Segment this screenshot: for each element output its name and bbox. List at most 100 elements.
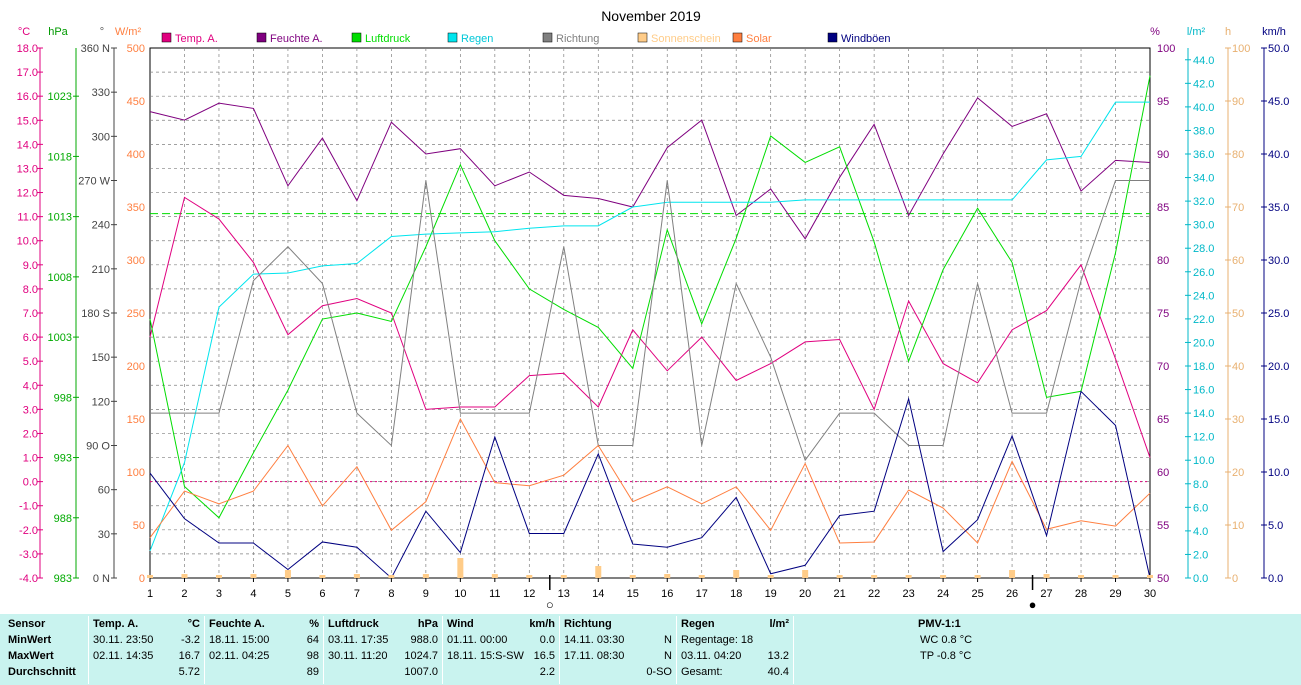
sunshine-bar-day-27 bbox=[1043, 574, 1050, 578]
x-label-19: 19 bbox=[765, 588, 777, 600]
x-label-5: 5 bbox=[285, 588, 291, 600]
axis-label-gusts: 10.0 bbox=[1268, 467, 1289, 479]
sunshine-bar-day-15 bbox=[629, 575, 636, 578]
stats-rain-total: 40.4 bbox=[767, 666, 789, 678]
axis-label-humidity: 55 bbox=[1157, 520, 1169, 532]
legend-label-solar: Solar bbox=[746, 33, 772, 45]
stats-temp-avg: 5.72 bbox=[178, 666, 200, 678]
axis-label-temp: 9.0 bbox=[23, 260, 38, 272]
axis-label-pressure: 1008 bbox=[48, 272, 72, 284]
stats-direction-min: N bbox=[664, 634, 672, 646]
axis-label-temp: 17.0 bbox=[17, 67, 38, 79]
x-label-21: 21 bbox=[834, 588, 846, 600]
legend-swatch-temp bbox=[161, 32, 172, 43]
legend-swatch-humidity bbox=[256, 32, 267, 43]
stats-pressure: Luftdruck hPa 03.11. 17:35 988.0 30.11. 11… bbox=[324, 616, 443, 684]
axis-label-rain: 2.0 bbox=[1193, 549, 1208, 561]
axis-label-rain: 38.0 bbox=[1193, 125, 1214, 137]
axis-label-rain: 42.0 bbox=[1193, 78, 1214, 90]
sunshine-bar-day-25 bbox=[974, 575, 981, 578]
x-label-13: 13 bbox=[558, 588, 570, 600]
axis-label-rain: 6.0 bbox=[1193, 502, 1208, 514]
stats-rain-max: 13.2 bbox=[767, 650, 789, 662]
unit-temp: °C bbox=[18, 26, 30, 38]
axis-label-direction: 30 bbox=[98, 529, 110, 541]
stats-wind-min: 0.0 bbox=[539, 634, 555, 646]
axis-label-temp: 18.0 bbox=[17, 43, 38, 55]
x-axis: 1 2 3 4 5 6 7 8 9 10 11 12 13 14 15 16 17 18 19 20 21 22 23 24 2… bbox=[147, 575, 1156, 612]
stats-direction-min-time: 14.11. 03:30 bbox=[564, 634, 625, 646]
stats-temp-min: -3.2 bbox=[181, 634, 200, 646]
stats-rain-unit: l/m² bbox=[769, 618, 789, 630]
sunshine-bar-day-2 bbox=[181, 574, 188, 578]
axis-label-sunshine: 60 bbox=[1232, 255, 1244, 267]
sunshine-bar-day-12 bbox=[526, 575, 533, 578]
axis-label-temp: 12.0 bbox=[17, 188, 38, 200]
unit-direction: ° bbox=[100, 26, 104, 38]
x-label-30: 30 bbox=[1144, 588, 1156, 600]
moon-full-icon: ● bbox=[1029, 597, 1037, 612]
sunshine-bar-day-8 bbox=[388, 575, 395, 578]
legend-label-rain: Regen bbox=[461, 33, 493, 45]
series bbox=[147, 75, 1153, 579]
legend-swatch-sunshine bbox=[637, 32, 648, 43]
x-label-14: 14 bbox=[592, 588, 604, 600]
axis-label-gusts: 20.0 bbox=[1268, 361, 1289, 373]
x-label-26: 26 bbox=[1006, 588, 1018, 600]
axis-label-humidity: 70 bbox=[1157, 361, 1169, 373]
stats-wind-max-time: 18.11. 15:S-SW bbox=[447, 650, 524, 662]
axis-label-direction: 240 bbox=[92, 220, 110, 232]
legend-label-temp: Temp. A. bbox=[175, 33, 218, 45]
stats-pressure-min: 988.0 bbox=[410, 634, 438, 646]
axis-label-temp: 16.0 bbox=[17, 91, 38, 103]
sunshine-bar-day-11 bbox=[491, 574, 498, 578]
x-label-6: 6 bbox=[319, 588, 325, 600]
axis-label-direction: 180 S bbox=[81, 308, 110, 320]
unit-pressure: hPa bbox=[48, 26, 68, 38]
sunshine-bar-day-17 bbox=[698, 575, 705, 578]
axis-label-humidity: 50 bbox=[1157, 573, 1169, 585]
unit-solar: W/m² bbox=[115, 26, 142, 38]
axis-label-gusts: 35.0 bbox=[1268, 202, 1289, 214]
axis-label-rain: 44.0 bbox=[1193, 55, 1214, 67]
stats-temp-header: Temp. A. bbox=[93, 618, 139, 630]
sunshine-bar-day-26 bbox=[1009, 570, 1016, 578]
legend-label-direction: Richtung bbox=[556, 33, 599, 45]
series-line-solar bbox=[149, 417, 1151, 544]
axis-label-solar: 100 bbox=[127, 467, 145, 479]
sunshine-bar-day-5 bbox=[284, 570, 291, 578]
axis-label-sunshine: 0 bbox=[1232, 573, 1238, 585]
axis-label-humidity: 85 bbox=[1157, 202, 1169, 214]
stats-humidity-unit: % bbox=[309, 618, 319, 630]
axis-label-direction: 0 N bbox=[93, 573, 110, 585]
stats-rain-days: Regentage: 18 bbox=[681, 634, 754, 646]
sunshine-bar-day-19 bbox=[767, 575, 774, 578]
moon-new-icon: ○ bbox=[546, 597, 554, 612]
axis-label-solar: 50 bbox=[133, 520, 145, 532]
axis-label-solar: 0 bbox=[139, 573, 145, 585]
legend-label-gusts: Windböen bbox=[841, 33, 891, 45]
stats-row-max: MaxWert bbox=[8, 650, 54, 662]
axis-label-rain: 10.0 bbox=[1193, 455, 1214, 467]
axis-label-direction: 270 W bbox=[78, 176, 110, 188]
x-label-25: 25 bbox=[971, 588, 983, 600]
axis-label-humidity: 95 bbox=[1157, 96, 1169, 108]
x-label-4: 4 bbox=[250, 588, 256, 600]
sunshine-bar-day-14 bbox=[595, 566, 602, 578]
axis-label-rain: 34.0 bbox=[1193, 173, 1214, 185]
stats-pmv-header: PMV-1:1 bbox=[918, 618, 961, 630]
legend-label-sunshine: Sonnenschein bbox=[651, 33, 721, 45]
axis-label-gusts: 45.0 bbox=[1268, 96, 1289, 108]
stats-rain-header: Regen bbox=[681, 618, 715, 630]
axis-label-temp: 0.0 bbox=[23, 477, 38, 489]
legend-swatch-pressure bbox=[351, 32, 362, 43]
x-label-2: 2 bbox=[181, 588, 187, 600]
sunshine-bar-day-22 bbox=[871, 575, 878, 578]
stats-temp-max: 16.7 bbox=[178, 650, 200, 662]
axis-label-direction: 90 O bbox=[86, 441, 110, 453]
axis-label-rain: 4.0 bbox=[1193, 526, 1208, 538]
x-label-3: 3 bbox=[216, 588, 222, 600]
legend-label-humidity: Feuchte A. bbox=[270, 33, 323, 45]
axis-label-solar: 350 bbox=[127, 202, 145, 214]
series-line-rain bbox=[149, 101, 1150, 552]
